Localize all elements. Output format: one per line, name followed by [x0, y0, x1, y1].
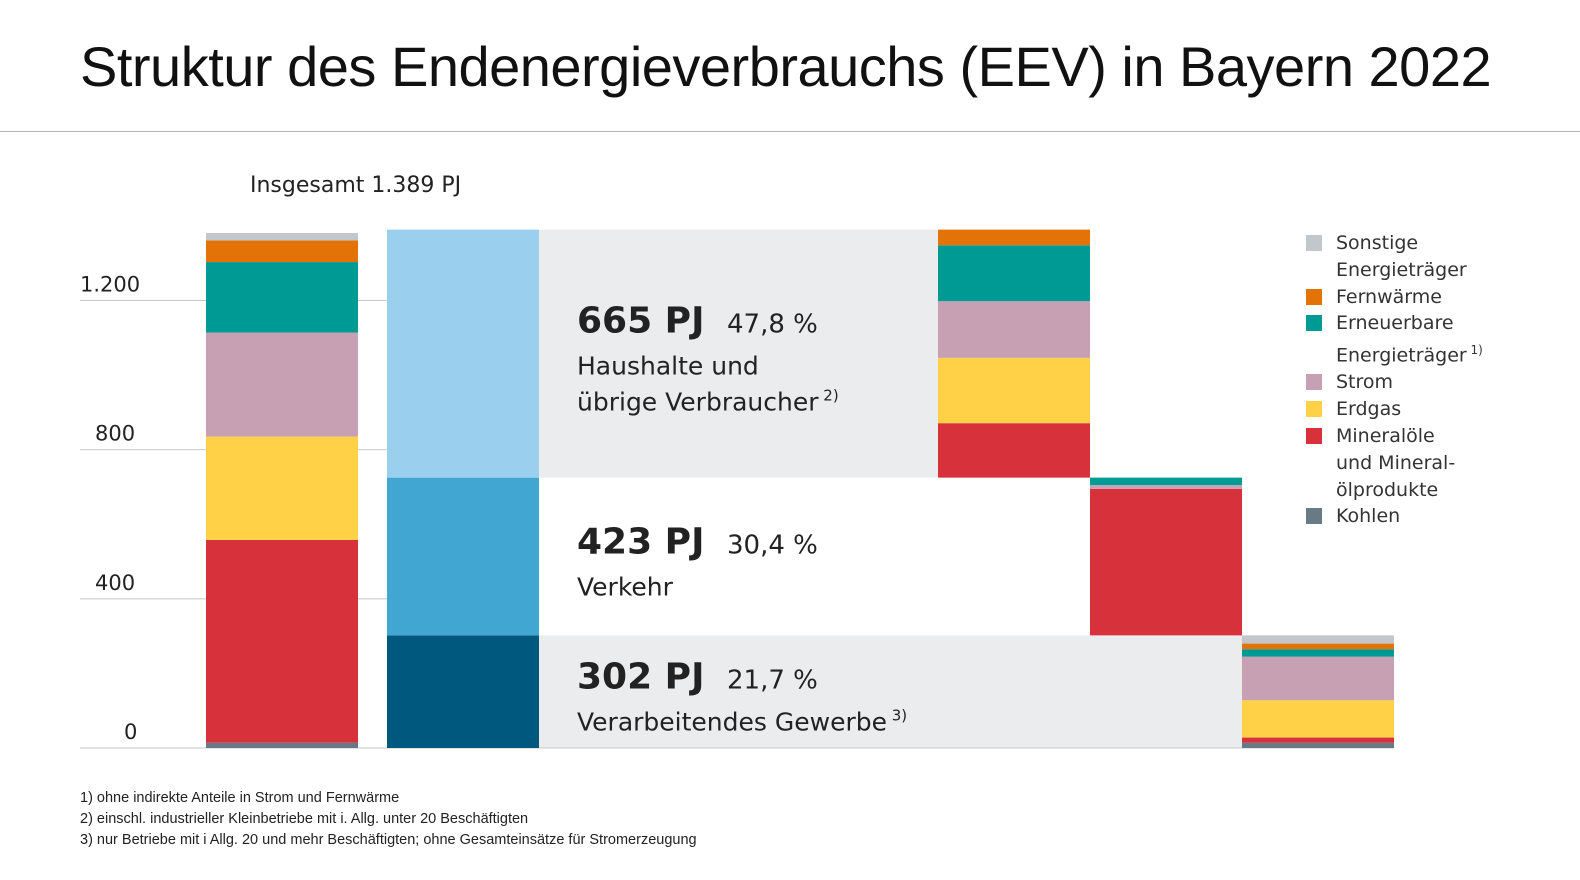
legend-item: Erdgas: [1306, 396, 1566, 423]
legend-item: Fernwärme: [1306, 284, 1566, 311]
legend-footnote-ref: 1): [1466, 343, 1483, 358]
legend-swatch: [1306, 427, 1322, 444]
sector-name-label: Verarbeitendes Gewerbe 3): [577, 707, 907, 737]
legend-item: Mineralöle und Mineral- ölprodukte: [1306, 423, 1566, 503]
sector-percent-label: 21,7 %: [727, 666, 818, 696]
sector-stack-segment: [1242, 656, 1394, 701]
sector-band: [539, 229, 938, 478]
legend-swatch: [1306, 401, 1322, 418]
total-bar-segment: [206, 232, 358, 241]
sector-stack-segment: [938, 423, 1090, 478]
legend-label: Sonstige Energieträger: [1336, 232, 1467, 281]
sector-stack-segment: [1090, 477, 1242, 486]
legend-label: Erdgas: [1336, 398, 1402, 421]
legend-swatch: [1306, 288, 1322, 305]
footnotes: 1) ohne indirekte Anteile in Strom und F…: [80, 788, 697, 851]
y-tick-label: 1.200: [80, 272, 140, 296]
footnote-3: 3) nur Betriebe mit i Allg. 20 und mehr …: [80, 832, 697, 848]
y-tick-label: 0: [124, 720, 137, 744]
legend-label: Erneuerbare Energieträger: [1336, 312, 1467, 367]
total-bar-segment: [206, 436, 358, 540]
sector-band: [539, 635, 1242, 748]
sector-stack-segment: [1242, 742, 1394, 748]
legend-swatch: [1306, 235, 1322, 251]
sector-bar-segment: [387, 635, 539, 748]
sector-stack-segment: [1242, 737, 1394, 743]
legend-swatch: [1306, 508, 1322, 525]
sector-stack-segment: [1242, 635, 1394, 644]
total-bar-segment: [206, 332, 358, 437]
legend-item: Strom: [1306, 369, 1566, 396]
sector-stack-segment: [1090, 488, 1242, 636]
sector-value-label: 302 PJ: [577, 657, 704, 698]
sector-percent-label: 30,4 %: [727, 531, 818, 561]
y-tick-label: 800: [95, 422, 135, 446]
sector-stack-segment: [938, 301, 1090, 358]
sector-percent-label: 47,8 %: [727, 310, 818, 340]
title-divider: [0, 131, 1580, 132]
legend-swatch: [1306, 374, 1322, 391]
total-bar-segment: [206, 240, 358, 263]
sector-bar-segment: [387, 477, 539, 636]
total-bar-segment: [206, 539, 358, 743]
legend-item: Kohlen: [1306, 503, 1566, 530]
y-tick-label: 400: [95, 571, 135, 595]
sector-stack-segment: [1242, 643, 1394, 650]
legend-item: Sonstige Energieträger: [1306, 230, 1566, 284]
legend: Sonstige Energieträger Fernwärme Erneuerba…: [1306, 230, 1566, 530]
legend-item: Erneuerbare Energieträger 1): [1306, 310, 1566, 369]
sector-stack-segment: [938, 229, 1090, 246]
sector-stack-segment: [1242, 700, 1394, 738]
legend-label: Mineralöle und Mineral- ölprodukte: [1336, 424, 1456, 501]
sector-stack-segment: [1090, 485, 1242, 489]
legend-swatch: [1306, 315, 1322, 332]
chart-subtitle: Insgesamt 1.389 PJ: [250, 173, 461, 198]
total-bar-segment: [206, 742, 358, 748]
footnote-2: 2) einschl. industrieller Kleinbetriebe …: [80, 811, 529, 827]
legend-label: Kohlen: [1336, 505, 1401, 528]
sector-value-label: 423 PJ: [577, 522, 704, 563]
sector-stack-segment: [1242, 649, 1394, 657]
chart-title: Struktur des Endenergieverbrauchs (EEV) …: [80, 35, 1492, 98]
total-bar-segment: [206, 262, 358, 333]
sector-name-label: Verkehr: [577, 573, 674, 602]
sector-value-label: 665 PJ: [577, 301, 704, 342]
legend-label: Fernwärme: [1336, 285, 1442, 308]
sector-stack-segment: [938, 245, 1090, 302]
footnote-1: 1) ohne indirekte Anteile in Strom und F…: [80, 790, 400, 806]
sector-bar-segment: [387, 229, 539, 478]
sector-stack-segment: [938, 357, 1090, 424]
sector-name-label: Haushalte und: [577, 352, 759, 381]
legend-label: Strom: [1336, 371, 1394, 394]
sector-name-label: übrige Verbraucher 2): [577, 387, 839, 417]
